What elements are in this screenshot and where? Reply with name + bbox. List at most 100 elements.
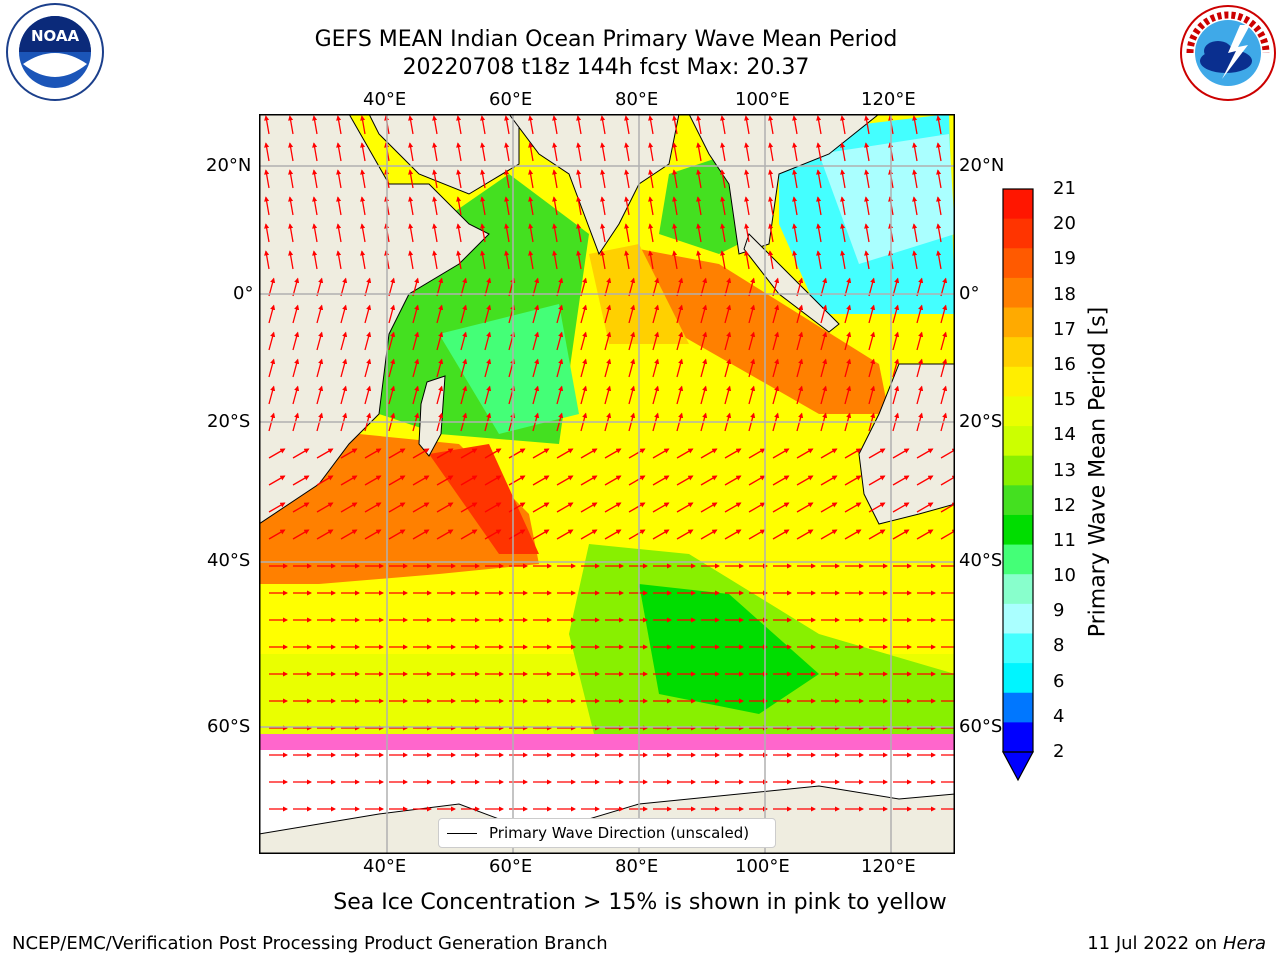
wave-arrow <box>556 385 564 405</box>
wave-arrow <box>892 529 910 540</box>
footer-host: Hera <box>1222 933 1266 954</box>
wave-arrow <box>268 502 286 513</box>
wave-arrow <box>480 115 486 135</box>
wave-arrow <box>316 385 324 405</box>
colorbar-tick-label: 2 <box>1053 741 1065 762</box>
wave-arrow <box>936 250 942 270</box>
wave-arrow <box>484 385 492 405</box>
wave-arrow <box>840 169 846 189</box>
wave-arrow <box>772 358 780 378</box>
wave-arrow <box>748 331 756 351</box>
colorbar-tick-label: 11 <box>1053 529 1076 551</box>
wave-arrow <box>844 475 862 486</box>
lat-tick-left: 20°N <box>206 155 252 176</box>
wave-arrow <box>360 223 366 243</box>
wave-arrow <box>460 277 468 297</box>
wave-arrow <box>748 502 766 513</box>
wave-arrow <box>532 331 540 351</box>
wave-arrow <box>700 277 708 297</box>
wave-arrow <box>676 385 684 405</box>
noaa-logo: NOAA <box>6 3 104 101</box>
wave-arrow <box>820 331 828 351</box>
wave-arrow <box>388 304 396 324</box>
wave-arrow <box>264 250 270 270</box>
colorbar-tick-label: 16 <box>1053 353 1076 375</box>
wave-arrow <box>484 358 492 378</box>
colorbar-bin <box>1003 277 1033 309</box>
wave-arrow <box>652 358 660 378</box>
wave-arrow <box>336 196 342 216</box>
wave-arrow <box>624 169 630 189</box>
wave-arrow <box>556 277 564 297</box>
wave-arrow <box>268 358 276 378</box>
wave-arrow <box>316 304 324 324</box>
wave-arrow <box>600 196 606 216</box>
wave-arrow <box>312 142 318 162</box>
wave-arrow <box>532 475 550 486</box>
wave-arrow <box>556 475 574 486</box>
wave-arrow <box>720 223 726 243</box>
colorbar-tick-label: 18 <box>1053 283 1076 305</box>
wave-arrow <box>916 502 934 513</box>
wave-arrow <box>528 115 534 135</box>
wave-arrow <box>700 331 708 351</box>
wave-arrow <box>628 502 646 513</box>
wave-arrow <box>360 196 366 216</box>
wave-arrow <box>456 223 462 243</box>
wave-arrow <box>412 331 420 351</box>
wave-arrow <box>792 142 798 162</box>
wave-arrow <box>676 304 684 324</box>
wave-arrow <box>700 304 708 324</box>
wave-arrow <box>672 196 678 216</box>
wave-arrow <box>264 169 270 189</box>
wave-arrow <box>484 448 502 459</box>
wave-arrow <box>456 169 462 189</box>
lon-tick-top: 80°E <box>615 89 659 110</box>
wave-arrow <box>552 223 558 243</box>
wave-arrow <box>936 196 942 216</box>
wave-arrow <box>532 358 540 378</box>
wave-arrow <box>412 502 430 513</box>
colorbar-bin <box>1003 692 1033 723</box>
wave-arrow <box>940 358 948 378</box>
wave-arrow <box>696 223 702 243</box>
wave-arrow <box>408 169 414 189</box>
wave-arrow <box>288 223 294 243</box>
wave-arrow <box>556 358 564 378</box>
wave-arrow <box>456 142 462 162</box>
wave-arrow <box>316 502 334 513</box>
wave-arrow <box>892 277 900 297</box>
wave-arrow <box>724 385 732 405</box>
footer-date: 11 Jul 2022 on Hera <box>1087 933 1266 954</box>
wave-arrow <box>604 331 612 351</box>
wave-arrow <box>912 169 918 189</box>
wave-arrow <box>364 475 382 486</box>
wave-arrow <box>292 385 300 405</box>
wave-arrow <box>768 196 774 216</box>
wave-arrow <box>864 115 870 135</box>
wave-arrow <box>840 115 846 135</box>
wave-arrow <box>844 304 852 324</box>
wave-arrow <box>868 529 886 540</box>
wave-arrow <box>412 475 430 486</box>
wave-arrow <box>556 304 564 324</box>
wave-arrow <box>820 448 838 459</box>
colorbar-bin <box>1003 455 1033 486</box>
wave-arrow <box>724 304 732 324</box>
wave-arrow <box>388 385 396 405</box>
wave-arrow <box>600 115 606 135</box>
wave-arrow <box>648 115 654 135</box>
wave-arrow <box>816 223 822 243</box>
wave-arrow <box>868 448 886 459</box>
wave-arrow <box>672 250 678 270</box>
legend-line-swatch <box>447 832 477 834</box>
wave-arrow <box>916 385 924 405</box>
orange-region-east <box>639 249 889 414</box>
wave-arrow <box>268 529 286 540</box>
wave-arrow <box>624 115 630 135</box>
wave-arrow <box>388 277 396 297</box>
wave-arrow <box>292 331 300 351</box>
colorbar-bin <box>1003 218 1033 249</box>
colorbar-bin <box>1003 663 1033 694</box>
wave-arrow <box>628 358 636 378</box>
